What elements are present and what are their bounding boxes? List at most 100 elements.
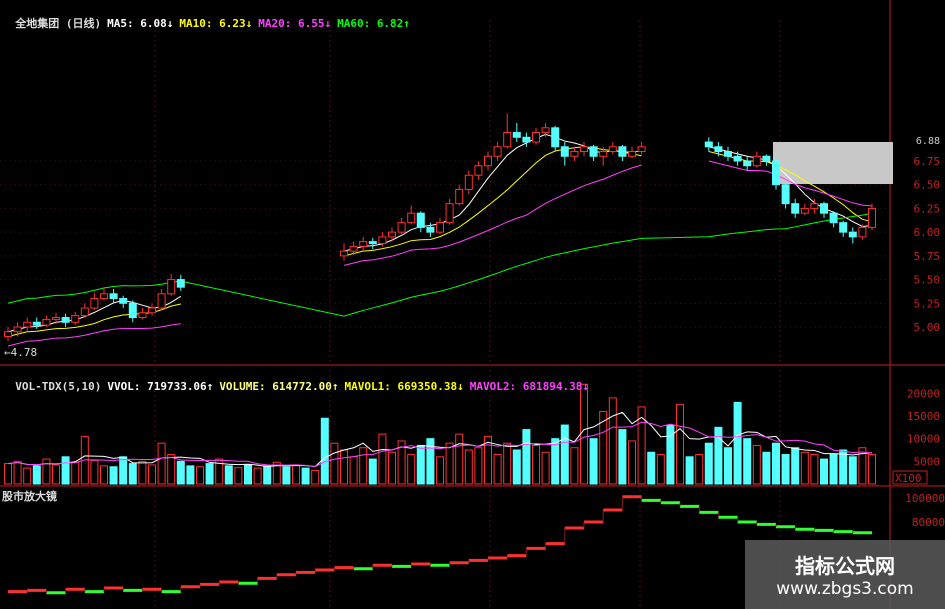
candle-body [839, 222, 848, 233]
candle-body [484, 155, 492, 167]
highlight-box [773, 142, 893, 184]
volume-bar [301, 467, 310, 485]
volume-tick-label: 20000 [907, 387, 940, 400]
candle-body [589, 146, 598, 157]
volume-bar [532, 444, 540, 485]
volume-tick-label: 15000 [907, 410, 940, 423]
candle-body [80, 307, 89, 317]
volume-bar [359, 447, 368, 485]
mavol1-line [7, 411, 873, 468]
candle-body [119, 298, 128, 304]
volume-bar [848, 456, 857, 485]
ma5-line [708, 146, 873, 227]
volume-bar [493, 454, 502, 485]
candle-body [109, 293, 118, 300]
volume-bar [272, 461, 281, 485]
volume-bar [551, 438, 560, 485]
volume-bar [829, 454, 838, 485]
volume-bar [570, 447, 579, 485]
ma20-line [708, 160, 873, 207]
volume-bar [167, 454, 176, 485]
volume-bar [647, 451, 656, 485]
volume-bar [762, 451, 771, 485]
candle-body [32, 321, 41, 326]
volume-bar [772, 442, 780, 485]
volume-bar [13, 460, 22, 485]
candle-body [4, 331, 12, 337]
volume-bar [628, 440, 636, 485]
volume-bar [541, 451, 550, 485]
candle-body [349, 245, 358, 252]
candle-body [416, 212, 425, 228]
candle-body [407, 212, 416, 224]
mavol2-line [7, 421, 873, 468]
price-top-label: 6.88 [916, 136, 940, 147]
candle-body [493, 146, 502, 157]
watermark-title: 指标公式网 [795, 554, 895, 578]
volume-bar [704, 442, 713, 485]
candle-body [397, 222, 406, 233]
volume-bar [407, 454, 416, 485]
volume-bar [196, 466, 204, 485]
price-tick-label: 5.75 [914, 250, 941, 263]
volume-bar [791, 447, 800, 485]
volume-bar [292, 464, 300, 485]
candle-body [733, 155, 742, 162]
candle-body [388, 231, 396, 238]
unit-box [892, 470, 928, 485]
volume-bar [445, 442, 454, 485]
volume-bar [320, 417, 329, 485]
volume-bar [656, 454, 665, 485]
candle-body [704, 141, 713, 148]
volume-bar [810, 454, 819, 485]
bottom-tick-label: 100000 [905, 492, 945, 505]
candle-body [820, 203, 828, 214]
candle-body [359, 241, 368, 247]
candle-body [618, 146, 627, 157]
candle-body [791, 203, 800, 214]
volume-bar [608, 397, 617, 485]
volume-bar [695, 454, 704, 485]
candle-body [71, 315, 80, 323]
low-price-marker: ←4.78 [4, 346, 38, 359]
candle-body [772, 160, 780, 186]
volume-bar [90, 459, 99, 485]
volume-bar [416, 444, 425, 485]
chart-title: 全地集团 (日线) [15, 17, 102, 30]
volume-bar [464, 449, 473, 485]
volume-bar [378, 433, 387, 485]
bottom-panel-title: 股市放大镜 [2, 490, 57, 503]
candle-body [752, 155, 761, 167]
volume-bar [23, 467, 32, 485]
ma10-line [343, 146, 642, 257]
candle-body [858, 226, 867, 238]
mavol2-label: MAVOL2: 681894.38↓ [469, 380, 589, 393]
candle-body [13, 326, 22, 333]
volume-bar [32, 465, 41, 485]
candle-body [138, 312, 147, 319]
volume-bar [311, 469, 320, 485]
ma20-label: MA20: 6.55↓ [258, 17, 332, 30]
volume-header: VOL-TDX(5,10) VVOL: 719733.06↑ VOLUME: 614… [2, 367, 595, 406]
candle-body [829, 212, 838, 224]
volume-bar [186, 465, 195, 485]
price-tick-label: 6.75 [914, 155, 941, 168]
volume-bar [484, 435, 492, 485]
volume-bar [109, 466, 118, 485]
price-tick-label: 6.25 [914, 202, 941, 215]
volume-bar [71, 461, 80, 485]
candle-body [455, 188, 464, 205]
volume-bar [503, 442, 512, 485]
volume-indicator-name: VOL-TDX(5,10) [15, 380, 102, 393]
volume-bar [224, 465, 233, 485]
volume-bar [138, 460, 147, 485]
candle-body [464, 174, 473, 190]
price-tick-label: 5.25 [914, 297, 941, 310]
volume-bar [868, 454, 876, 485]
volume-bar [560, 424, 569, 485]
candle-body [61, 317, 70, 323]
volume-bar [752, 444, 761, 485]
volume-label: VOLUME: 614772.00↑ [219, 380, 339, 393]
volume-bar [397, 440, 406, 485]
